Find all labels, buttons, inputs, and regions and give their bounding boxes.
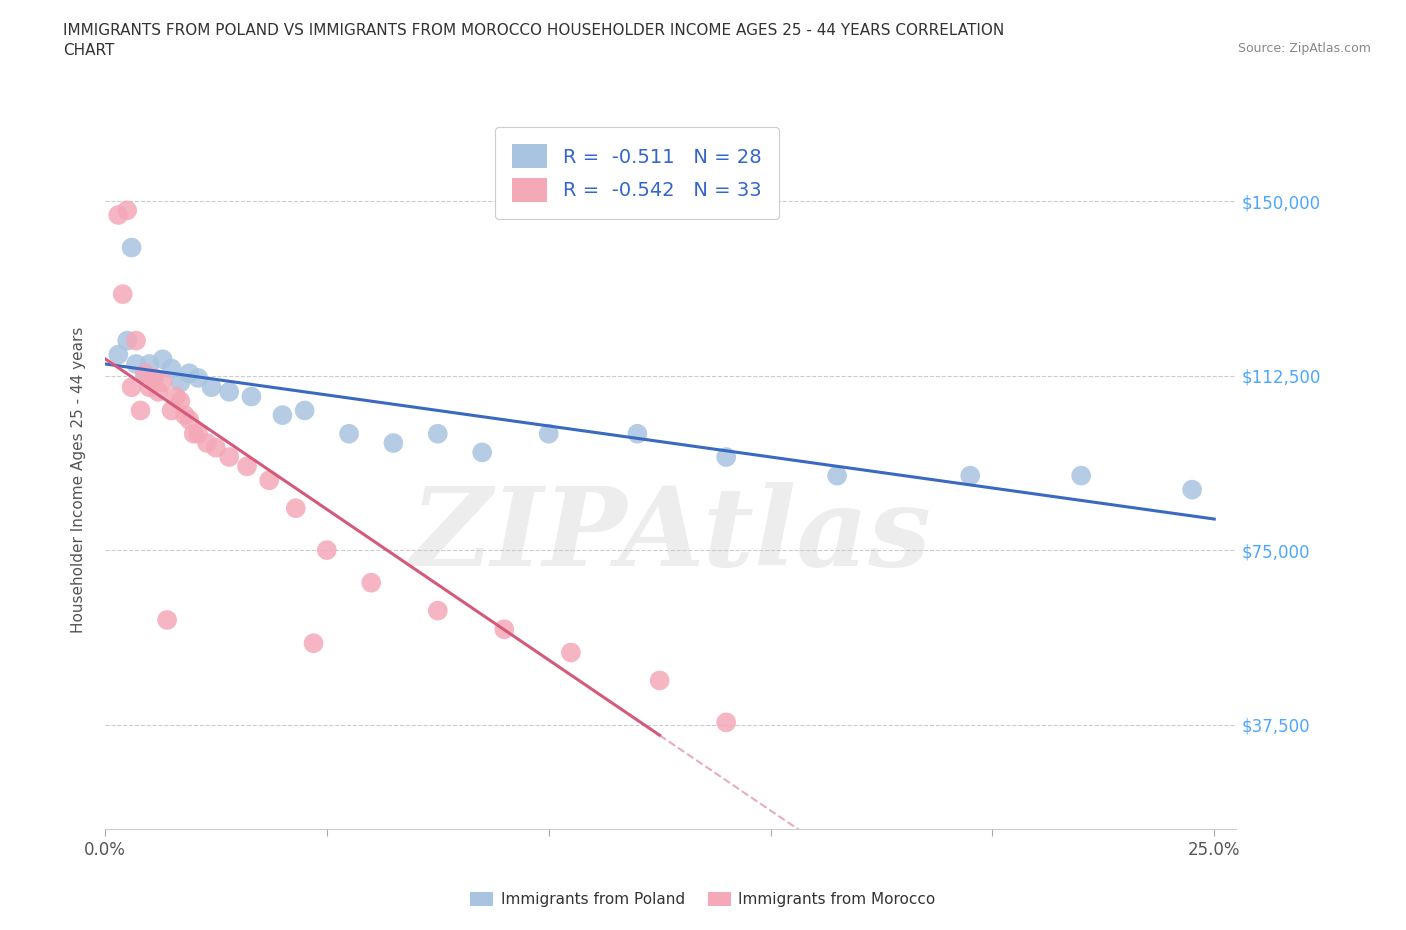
Legend: R =  -0.511   N = 28, R =  -0.542   N = 33: R = -0.511 N = 28, R = -0.542 N = 33: [495, 127, 779, 219]
Point: [179, 412, 201, 427]
Point: [134, 365, 156, 380]
Point: [284, 500, 307, 515]
Point: [129, 403, 152, 418]
Point: [134, 365, 156, 380]
Point: [169, 375, 191, 390]
Point: [142, 370, 165, 385]
Point: [236, 458, 259, 473]
Point: [825, 468, 848, 483]
Legend: Immigrants from Poland, Immigrants from Morocco: Immigrants from Poland, Immigrants from …: [464, 885, 942, 913]
Point: [426, 426, 449, 441]
Point: [471, 445, 494, 459]
Point: [179, 365, 201, 380]
Point: [315, 543, 337, 558]
Point: [218, 384, 240, 399]
Point: [183, 426, 205, 441]
Point: [648, 673, 671, 688]
Point: [138, 379, 160, 394]
Point: [205, 440, 228, 455]
Point: [111, 286, 134, 301]
Point: [152, 352, 174, 366]
Point: [121, 379, 143, 394]
Point: [169, 393, 191, 408]
Point: [560, 645, 582, 660]
Point: [187, 370, 209, 385]
Y-axis label: Householder Income Ages 25 - 44 years: Householder Income Ages 25 - 44 years: [72, 327, 86, 633]
Point: [337, 426, 360, 441]
Point: [173, 407, 195, 422]
Point: [125, 333, 148, 348]
Point: [218, 449, 240, 464]
Point: [187, 426, 209, 441]
Point: [360, 576, 382, 591]
Point: [125, 356, 148, 371]
Point: [115, 203, 138, 218]
Point: [138, 356, 160, 371]
Point: [302, 636, 325, 651]
Point: [426, 604, 449, 618]
Point: [200, 379, 222, 394]
Point: [160, 361, 183, 376]
Point: [142, 370, 165, 385]
Point: [152, 375, 174, 390]
Point: [257, 472, 280, 487]
Point: [160, 403, 183, 418]
Point: [382, 435, 405, 450]
Point: [1070, 468, 1092, 483]
Text: ZIPAtlas: ZIPAtlas: [411, 483, 931, 590]
Point: [148, 384, 170, 399]
Point: [714, 715, 737, 730]
Point: [959, 468, 981, 483]
Point: [115, 333, 138, 348]
Point: [156, 613, 179, 628]
Point: [107, 347, 129, 362]
Point: [165, 389, 187, 404]
Point: [494, 622, 516, 637]
Text: Source: ZipAtlas.com: Source: ZipAtlas.com: [1237, 42, 1371, 55]
Point: [537, 426, 560, 441]
Point: [121, 240, 143, 255]
Point: [626, 426, 648, 441]
Point: [195, 435, 218, 450]
Text: IMMIGRANTS FROM POLAND VS IMMIGRANTS FROM MOROCCO HOUSEHOLDER INCOME AGES 25 - 4: IMMIGRANTS FROM POLAND VS IMMIGRANTS FRO…: [63, 23, 1004, 58]
Point: [714, 449, 737, 464]
Point: [107, 207, 129, 222]
Point: [271, 407, 294, 422]
Point: [294, 403, 316, 418]
Point: [240, 389, 263, 404]
Point: [1181, 482, 1204, 497]
